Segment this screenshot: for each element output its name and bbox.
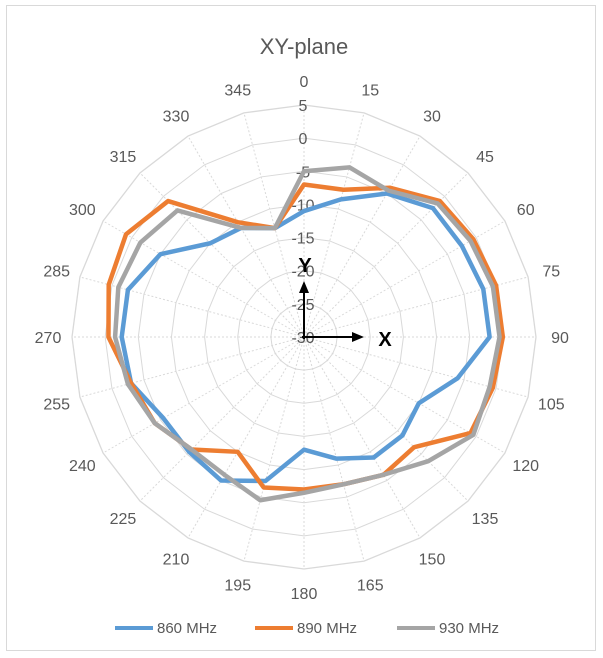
angle-tick-label: 315 (110, 149, 137, 166)
axis-annotation: Y X (298, 255, 392, 351)
y-arrow-head (299, 281, 309, 293)
legend-label: 860 MHz (157, 620, 217, 637)
grid-spoke (243, 112, 305, 338)
angle-tick-label: 300 (69, 202, 96, 219)
grid-spoke (303, 112, 365, 338)
legend-label: 930 MHz (439, 620, 499, 637)
grid-spoke (79, 336, 305, 398)
angle-tick-label: 225 (110, 511, 137, 528)
angle-tick-label: 60 (517, 202, 535, 219)
grid-ring (104, 137, 504, 537)
grid-spoke (303, 336, 365, 562)
angle-tick-label: 210 (163, 552, 190, 569)
angle-tick-label: 15 (361, 83, 379, 100)
radial-tick-label: 0 (299, 131, 308, 148)
angle-tick-label: 120 (512, 458, 539, 475)
angle-tick-label: 165 (357, 577, 384, 594)
radial-tick-label: 5 (299, 98, 308, 115)
grid-spoke (139, 336, 305, 502)
legend: 860 MHz 890 MHz 930 MHz (115, 620, 499, 637)
series-layer (106, 165, 506, 503)
grid-spoke (303, 336, 469, 502)
chart-title: XY-plane (260, 34, 348, 59)
x-axis-letter: X (378, 329, 392, 351)
series-line-890-mhz (106, 182, 506, 492)
grid-spoke (303, 336, 421, 539)
x-arrow-head (352, 332, 364, 342)
grid-spoke (303, 135, 421, 338)
grid-spoke (187, 336, 305, 539)
angle-tick-label: 270 (35, 330, 62, 347)
angle-tick-label: 255 (43, 396, 70, 413)
angle-tick-label: 75 (542, 264, 560, 281)
angle-tick-label: 285 (43, 264, 70, 281)
y-axis-letter: Y (298, 255, 312, 277)
radial-tick-label: -20 (291, 264, 314, 281)
angle-tick-label: 0 (300, 74, 309, 91)
angle-tick-label: 135 (472, 511, 499, 528)
angle-tick-label: 45 (476, 149, 494, 166)
legend-label: 890 MHz (297, 620, 357, 637)
polar-chart: XY-plane 0 15 30 45 60 75 90 105 120 135 150 165 180… (35, 34, 569, 637)
series-line-930-mhz (112, 165, 502, 503)
angle-tick-label: 240 (69, 458, 96, 475)
series-line-860-mhz (119, 191, 492, 484)
angle-tick-label: 195 (224, 577, 251, 594)
chart-frame: XY-plane 0 15 30 45 60 75 90 105 120 135 150 165 180… (6, 5, 596, 651)
grid-spoke (187, 135, 305, 338)
grid-spoke (303, 172, 469, 338)
angle-tick-label: 345 (224, 83, 251, 100)
radial-tick-label: -15 (291, 231, 314, 248)
angle-tick-label: 150 (419, 552, 446, 569)
angle-tick-label: 105 (538, 396, 565, 413)
grid-spoke (102, 220, 305, 338)
angle-tick-label: 30 (423, 108, 441, 125)
angle-tick-label: 180 (291, 586, 318, 603)
grid-ring (204, 237, 404, 437)
grid-spoke (243, 336, 305, 562)
grid-ring (237, 270, 371, 404)
grid-spoke (102, 336, 305, 454)
angle-tick-label: 90 (551, 330, 569, 347)
angle-tick-label: 330 (163, 108, 190, 125)
